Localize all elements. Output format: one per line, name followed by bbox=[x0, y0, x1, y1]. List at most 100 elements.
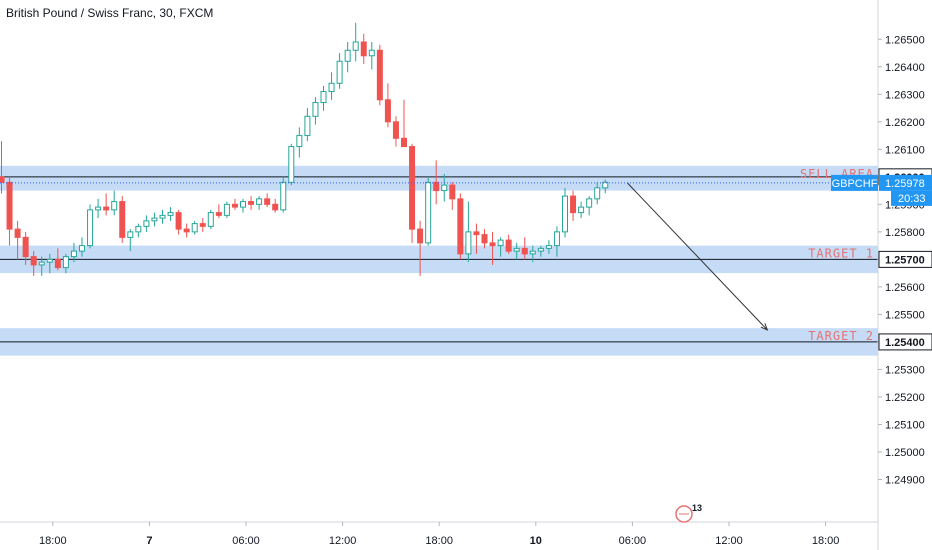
level-price-label: 1.25400 bbox=[885, 337, 925, 349]
y-tick-label: 1.25200 bbox=[885, 392, 925, 404]
candle-body[interactable] bbox=[135, 225, 142, 233]
candle-body[interactable] bbox=[497, 239, 504, 247]
candle-body[interactable] bbox=[465, 231, 472, 255]
candle-body[interactable] bbox=[417, 228, 424, 244]
candle-body[interactable] bbox=[352, 41, 359, 51]
candle-body[interactable] bbox=[175, 212, 182, 230]
candle-body[interactable] bbox=[384, 99, 391, 123]
candle-body[interactable] bbox=[570, 195, 577, 214]
candle-body[interactable] bbox=[70, 250, 77, 258]
candle-body[interactable] bbox=[441, 184, 448, 192]
candle-body[interactable] bbox=[401, 137, 407, 148]
candle-body[interactable] bbox=[296, 135, 303, 148]
y-tick-label: 1.25000 bbox=[885, 447, 925, 459]
y-tick-label: 1.26400 bbox=[885, 62, 925, 74]
candle-body[interactable] bbox=[127, 231, 134, 238]
candle-body[interactable] bbox=[151, 217, 158, 222]
candle-body[interactable] bbox=[95, 206, 102, 211]
candle-body[interactable] bbox=[409, 146, 416, 230]
candle-body[interactable] bbox=[207, 212, 214, 227]
candle-body[interactable] bbox=[489, 242, 496, 247]
candle-body[interactable] bbox=[425, 181, 432, 244]
candle-body[interactable] bbox=[376, 49, 383, 101]
candle-body[interactable] bbox=[336, 60, 343, 84]
candle-body[interactable] bbox=[304, 115, 311, 137]
candle-body[interactable] bbox=[22, 236, 29, 258]
candle-body[interactable] bbox=[449, 184, 456, 200]
candle-body[interactable] bbox=[505, 239, 512, 252]
level-price-tag bbox=[878, 250, 932, 268]
y-tick-label: 1.25300 bbox=[885, 364, 925, 376]
candle-body[interactable] bbox=[6, 181, 13, 230]
candle-body[interactable] bbox=[191, 223, 198, 233]
y-tick-label: 1.24900 bbox=[885, 474, 925, 486]
candle-body[interactable] bbox=[159, 214, 166, 219]
y-tick-label: 1.25600 bbox=[885, 282, 925, 294]
countdown-label: 20:33 bbox=[898, 193, 926, 205]
candle-body[interactable] bbox=[14, 228, 21, 238]
candle-body[interactable] bbox=[344, 49, 351, 62]
candle-body[interactable] bbox=[30, 256, 37, 266]
candle-body[interactable] bbox=[199, 223, 206, 227]
candle-body[interactable] bbox=[167, 212, 174, 216]
candle-body[interactable] bbox=[183, 228, 190, 233]
candle-body[interactable] bbox=[368, 49, 375, 57]
candle-body[interactable] bbox=[38, 261, 45, 266]
candle-body[interactable] bbox=[248, 201, 255, 205]
candle-body[interactable] bbox=[433, 181, 440, 192]
candle-body[interactable] bbox=[264, 198, 271, 205]
candle-body[interactable] bbox=[473, 231, 480, 236]
x-tick-label: 12:00 bbox=[329, 535, 357, 547]
candle-body[interactable] bbox=[529, 250, 536, 255]
candle-body[interactable] bbox=[328, 82, 335, 93]
candle-body[interactable] bbox=[545, 245, 552, 249]
candle-body[interactable] bbox=[586, 198, 593, 208]
symbol-tag bbox=[831, 174, 878, 191]
event-count-badge: 13 bbox=[692, 503, 702, 513]
y-tick-label: 1.26100 bbox=[885, 144, 925, 156]
projection-arrow-line bbox=[626, 182, 768, 331]
candle-body[interactable] bbox=[553, 231, 560, 247]
candle-body[interactable] bbox=[457, 198, 464, 255]
candle-body[interactable] bbox=[272, 203, 279, 211]
candle-body[interactable] bbox=[54, 258, 61, 269]
candle-body[interactable] bbox=[231, 203, 238, 208]
candle-body[interactable] bbox=[481, 234, 488, 244]
x-tick-label: 12:00 bbox=[715, 535, 743, 547]
candle-body[interactable] bbox=[223, 203, 230, 216]
candle-body[interactable] bbox=[537, 247, 544, 252]
candle-body[interactable] bbox=[46, 258, 53, 263]
candle-body[interactable] bbox=[312, 102, 319, 117]
candle-body[interactable] bbox=[240, 201, 246, 208]
candle-body[interactable] bbox=[602, 181, 609, 189]
candle-body[interactable] bbox=[578, 206, 585, 214]
candle-body[interactable] bbox=[392, 121, 399, 139]
candle-body[interactable] bbox=[62, 256, 69, 269]
candle-body[interactable] bbox=[0, 176, 5, 183]
candle-body[interactable] bbox=[562, 195, 568, 233]
x-tick-label: 18:00 bbox=[812, 535, 840, 547]
zone-label: TARGET 2 bbox=[808, 329, 874, 343]
candle-body[interactable] bbox=[288, 146, 295, 183]
candle-body[interactable] bbox=[79, 245, 85, 252]
candle-body[interactable] bbox=[103, 206, 110, 211]
y-tick-label: 1.26300 bbox=[885, 89, 925, 101]
chart-title: British Pound / Swiss Franc, 30, FXCM bbox=[6, 6, 214, 20]
candle-body[interactable] bbox=[594, 187, 601, 200]
candle-body[interactable] bbox=[513, 247, 520, 252]
candle-body[interactable] bbox=[521, 247, 528, 255]
candle-body[interactable] bbox=[87, 209, 94, 247]
candle-body[interactable] bbox=[256, 198, 263, 205]
candle-body[interactable] bbox=[215, 212, 222, 216]
y-tick-label: 1.25800 bbox=[885, 227, 925, 239]
x-tick-label: 10 bbox=[530, 535, 542, 547]
level-price-tag bbox=[878, 333, 932, 351]
candle-body[interactable] bbox=[119, 201, 126, 238]
candle-body[interactable] bbox=[111, 201, 118, 211]
candle-body[interactable] bbox=[143, 220, 150, 227]
candle-body[interactable] bbox=[320, 91, 327, 104]
candle-body[interactable] bbox=[280, 181, 287, 211]
candle-body[interactable] bbox=[360, 41, 367, 57]
